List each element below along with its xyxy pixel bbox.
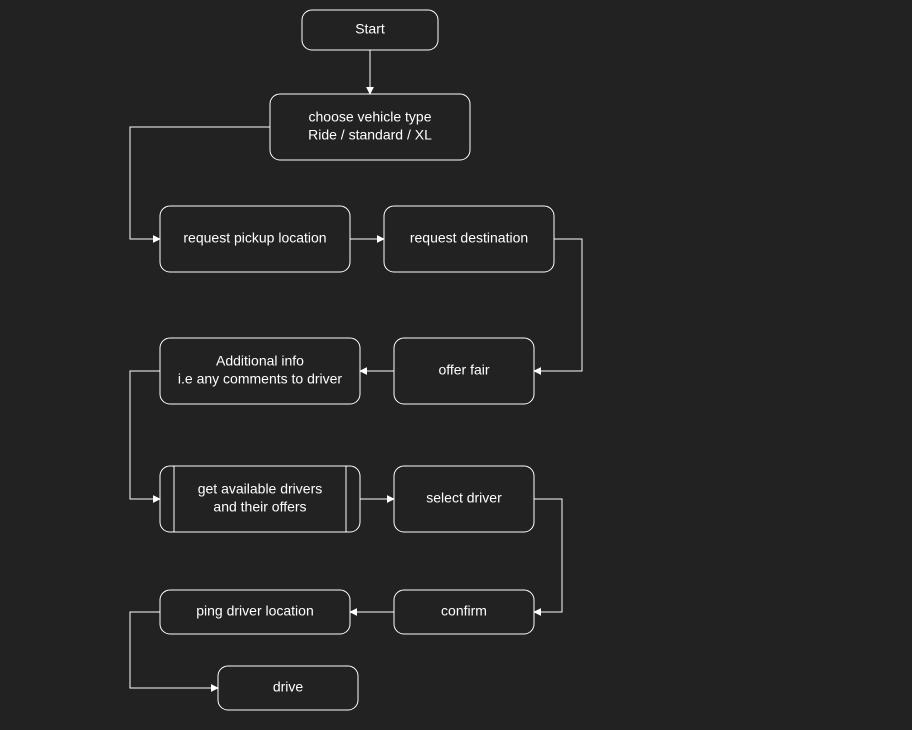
node-label: request destination <box>410 230 528 246</box>
edge <box>130 127 270 239</box>
node-label: request pickup location <box>183 230 326 246</box>
node-label: Additional info <box>216 353 304 369</box>
node-label: select driver <box>426 490 502 506</box>
edge <box>130 612 218 688</box>
node-addinfo: Additional info i.e any comments to drive… <box>160 338 360 404</box>
node-label: choose vehicle type <box>309 109 432 125</box>
node-dest: request destination <box>384 206 554 272</box>
node-start: Start <box>302 10 438 50</box>
node-label: i.e any comments to driver <box>178 371 343 387</box>
node-offer: offer fair <box>394 338 534 404</box>
edge <box>130 371 160 499</box>
node-label: Start <box>355 21 385 37</box>
node-drive: drive <box>218 666 358 710</box>
node-label: drive <box>273 679 304 695</box>
node-label: ping driver location <box>196 603 314 619</box>
node-label: Ride / standard / XL <box>308 127 432 143</box>
edge <box>534 499 562 612</box>
node-label: and their offers <box>213 499 306 515</box>
node-confirm: confirm <box>394 590 534 634</box>
edge <box>534 239 582 371</box>
node-label: offer fair <box>438 362 489 378</box>
node-drivers: get available drivers and their offers <box>160 466 360 532</box>
node-ping: ping driver location <box>160 590 350 634</box>
node-pickup: request pickup location <box>160 206 350 272</box>
node-label: get available drivers <box>198 481 323 497</box>
node-select: select driver <box>394 466 534 532</box>
node-label: confirm <box>441 603 487 619</box>
flowchart-canvas: Start choose vehicle type Ride / standard … <box>0 0 912 730</box>
node-vehicle: choose vehicle type Ride / standard / XL <box>270 94 470 160</box>
